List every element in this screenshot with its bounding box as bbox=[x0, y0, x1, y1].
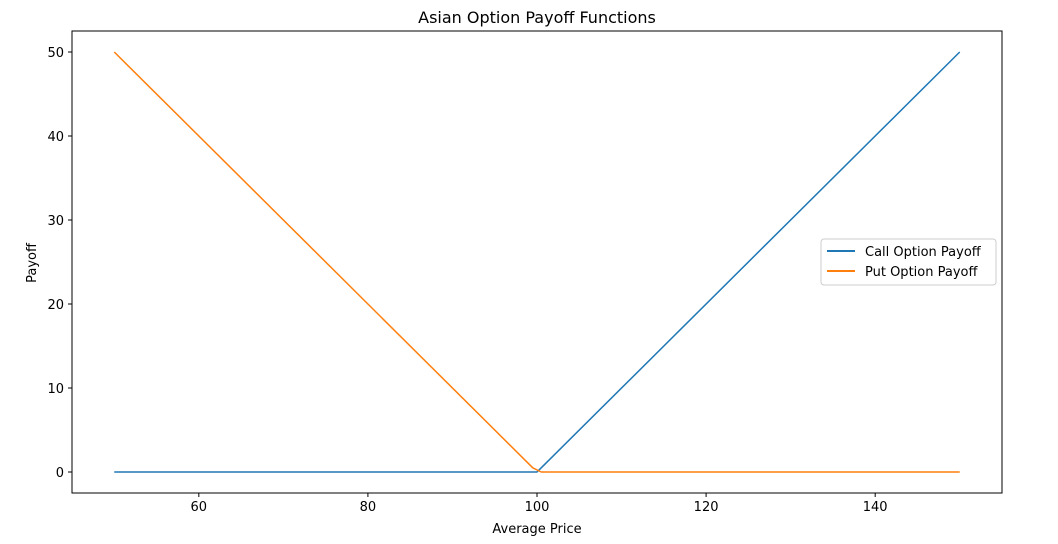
x-axis-label: Average Price bbox=[492, 522, 581, 537]
y-tick-label: 30 bbox=[47, 214, 64, 229]
series-line-call bbox=[114, 51, 961, 473]
y-axis-ticks: 0 10 20 30 40 50 bbox=[47, 46, 72, 481]
legend-box bbox=[820, 238, 997, 286]
y-tick-label: 40 bbox=[47, 130, 64, 145]
legend-label-call: Call Option Payoff bbox=[865, 245, 982, 260]
x-tick-label: 80 bbox=[360, 500, 377, 515]
x-tick-label: 140 bbox=[863, 500, 888, 515]
y-axis-label: Payoff bbox=[25, 242, 40, 283]
x-tick-label: 100 bbox=[525, 500, 550, 515]
y-tick-label: 0 bbox=[56, 466, 64, 481]
x-axis-ticks: 60 80 100 120 140 bbox=[191, 493, 888, 515]
x-tick-label: 60 bbox=[191, 500, 208, 515]
legend: Call Option Payoff Put Option Payoff bbox=[820, 238, 997, 286]
legend-label-put: Put Option Payoff bbox=[865, 265, 978, 280]
y-tick-label: 50 bbox=[47, 46, 64, 61]
chart-title: Asian Option Payoff Functions bbox=[418, 8, 656, 27]
y-tick-label: 20 bbox=[47, 298, 64, 313]
y-tick-label: 10 bbox=[47, 382, 64, 397]
series-layer bbox=[113, 51, 961, 473]
x-tick-label: 120 bbox=[694, 500, 719, 515]
series-line-put bbox=[113, 51, 960, 473]
